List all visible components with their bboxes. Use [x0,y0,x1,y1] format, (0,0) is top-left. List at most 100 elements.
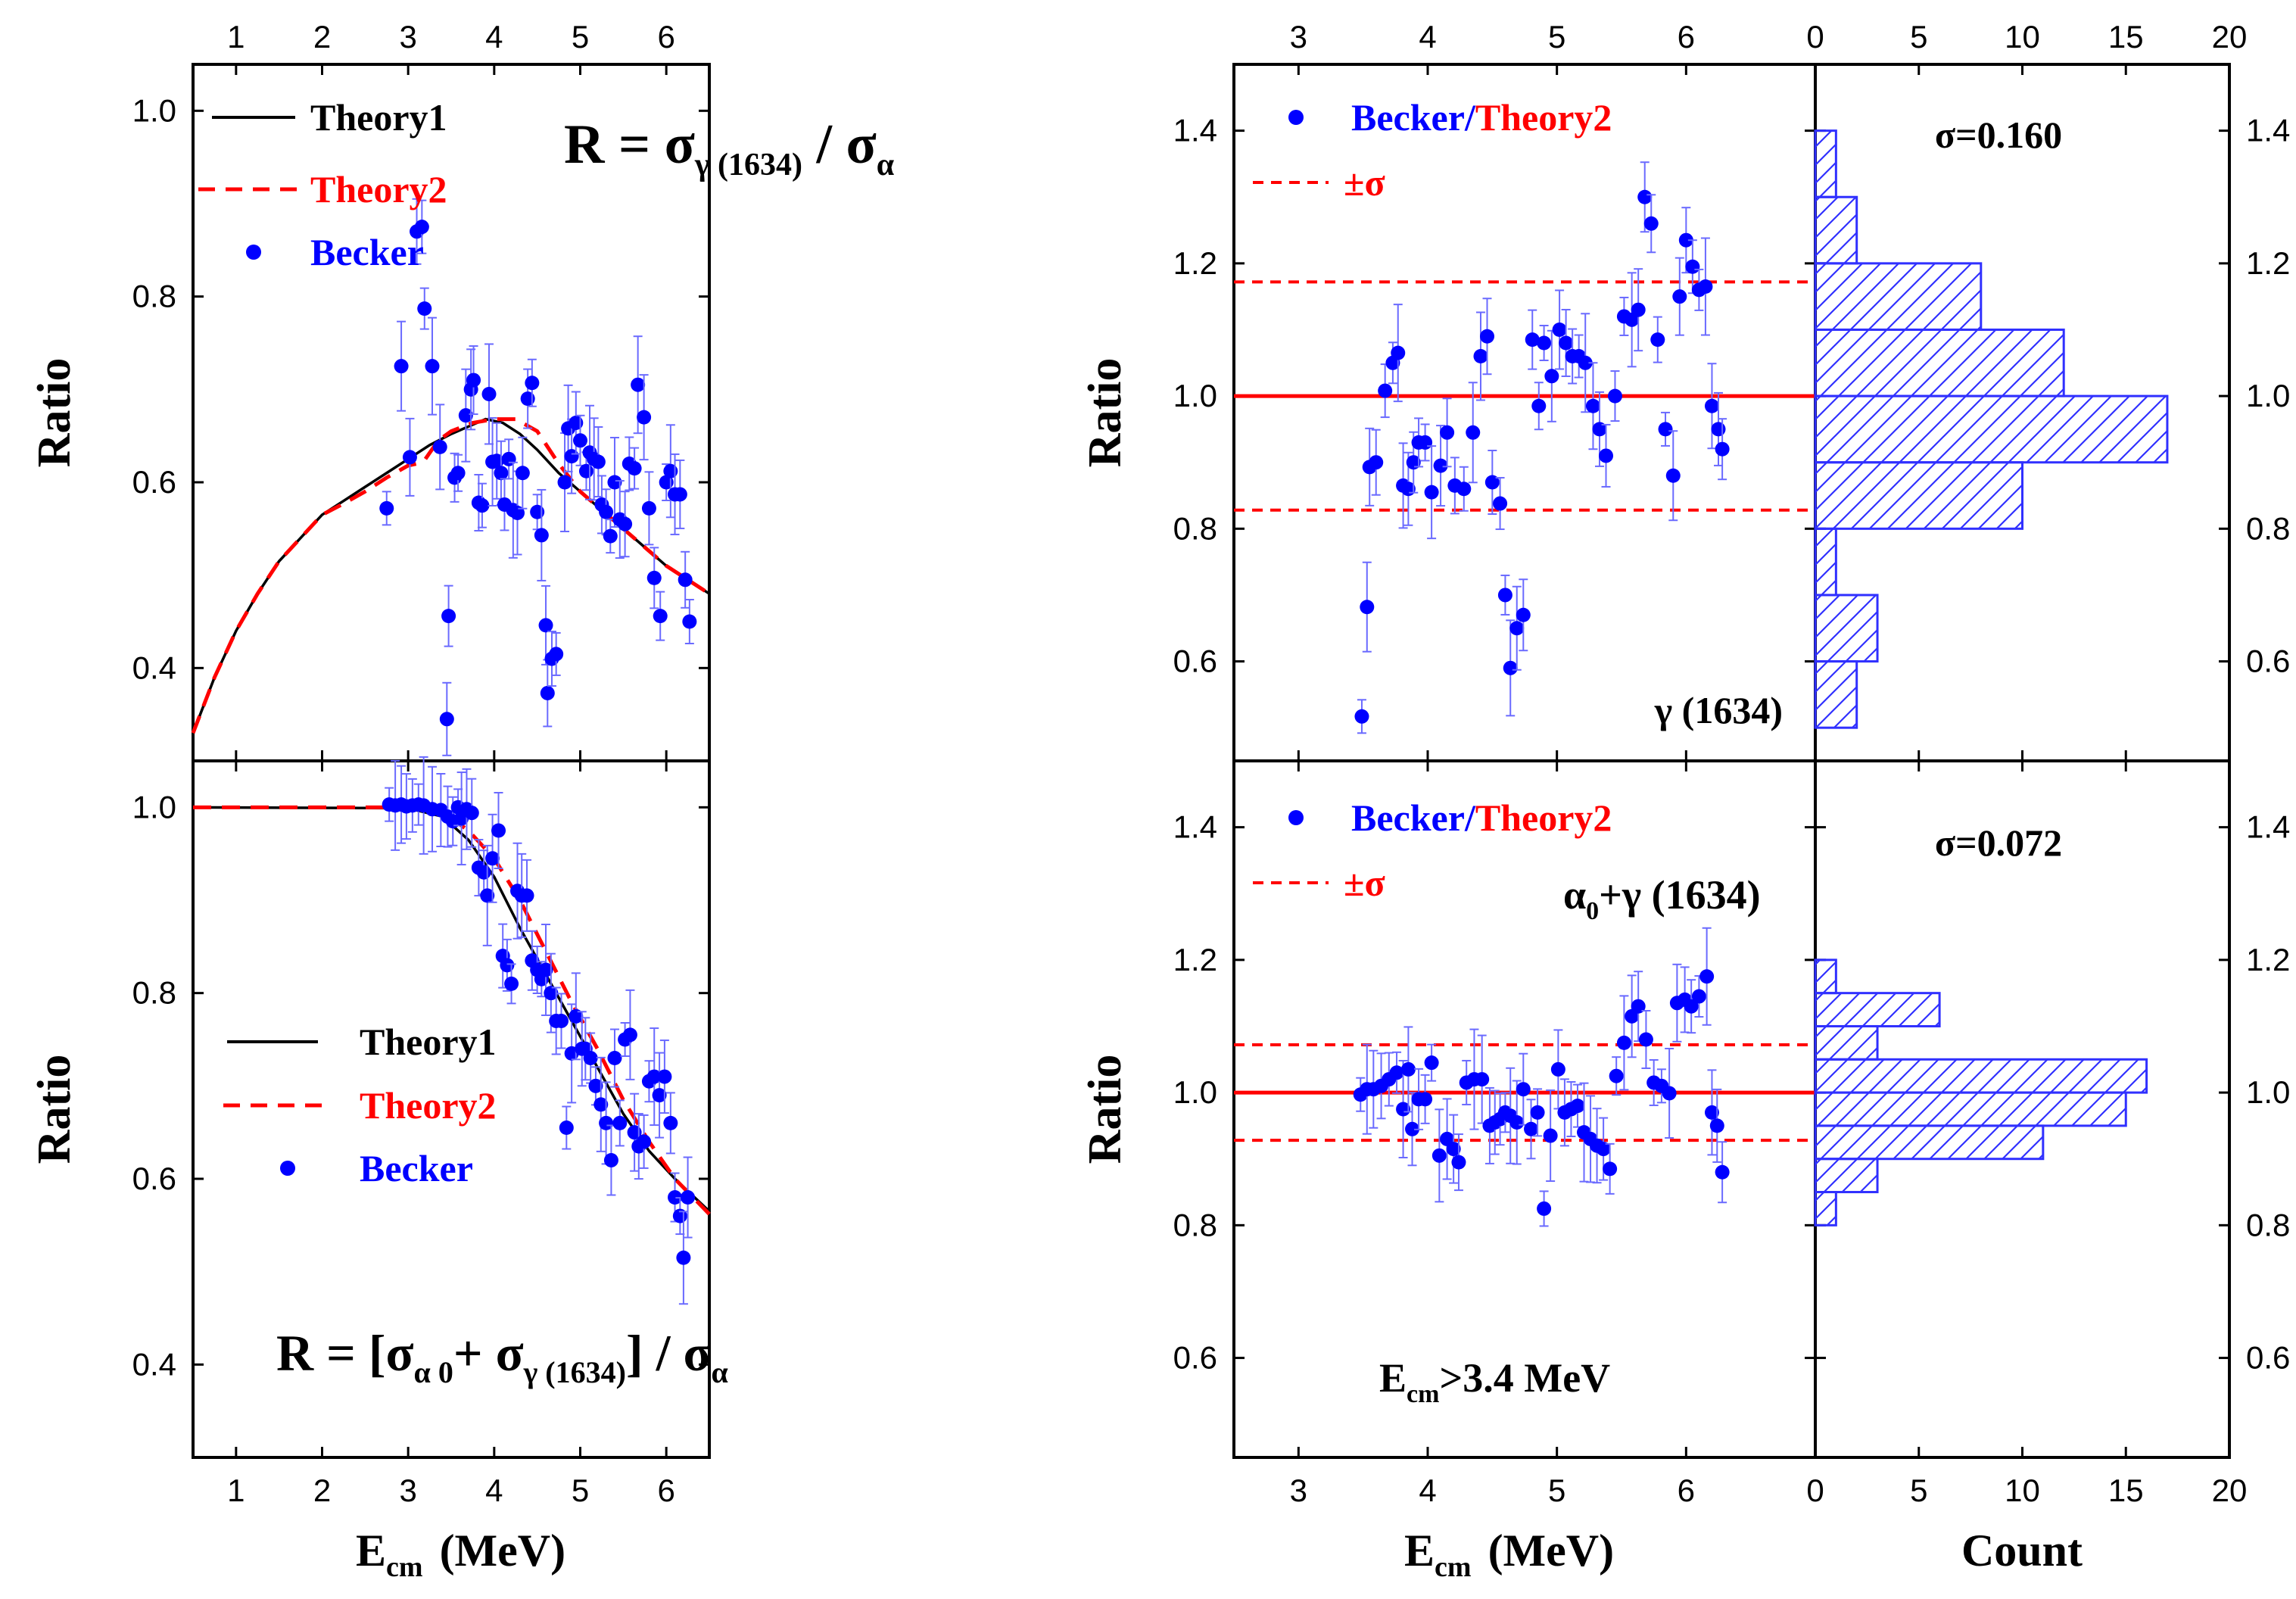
legend-b-becker: Becker [360,1147,473,1189]
data-point [1578,355,1593,370]
xlabel-left: Ecm (MeV) [356,1526,565,1583]
hist-bar [1814,1091,2127,1127]
y-tick-label: 0.6 [1173,1340,1217,1376]
data-point [417,301,432,316]
data-point [1592,422,1607,437]
data-point [1418,435,1433,450]
x-tick-label: 15 [2108,19,2144,55]
x-tick-label: 6 [657,1473,674,1508]
data-point [1525,332,1540,348]
y-tick-label: 0.8 [1173,1207,1217,1242]
data-point [538,618,553,633]
data-point [678,572,693,588]
y-tick-label: 0.8 [2246,1207,2290,1242]
xlabel-count: Count [1961,1526,2083,1576]
panel-a: 1 2 3 4 5 6 0.4 0.6 0.8 1.0 [132,19,711,761]
x-tick-label: 5 [1548,1473,1565,1508]
data-point [1516,1082,1531,1097]
x-tick-label: 3 [399,19,416,55]
data-point [553,1013,569,1028]
data-point [1704,1105,1719,1120]
x-tick-label: 4 [485,19,503,55]
data-point [1400,1061,1416,1077]
y-tick-label: 1.2 [1173,942,1217,977]
y-tick-label: 0.4 [132,1346,176,1382]
hist-bar [1814,1124,2045,1161]
data-point [1475,1072,1490,1087]
legend-d-sigma: ±σ [1344,862,1385,904]
data-point [425,359,440,374]
data-point [402,450,417,465]
panel-e: 0 5 10 15 20 0.6 0.8 1.0 1.2 1.4 [1806,19,2290,761]
theory2-curve [191,417,711,734]
x-tick-label: 10 [2005,1473,2040,1508]
data-point [1550,1061,1565,1077]
data-point [603,528,618,544]
data-point [1503,660,1518,675]
x-tick-label: 5 [572,19,589,55]
data-point [1537,335,1552,351]
data-point [618,516,633,531]
legend-a-becker: Becker [310,231,424,273]
data-point [1424,1055,1439,1071]
data-point [1509,621,1525,636]
data-point [599,504,614,519]
data-point [1424,485,1439,500]
data-point [668,1190,683,1205]
data-point [1570,1099,1585,1114]
data-point [1607,388,1622,404]
data-point [432,439,447,454]
data-point [1691,989,1706,1004]
data-point [1665,468,1681,483]
data-point [1493,496,1508,511]
frame-left-bottom [192,759,711,1459]
hist-bar [1814,328,2065,397]
data-point [1484,475,1500,490]
y-tick-label: 0.8 [2246,510,2290,546]
data-point [476,865,491,880]
hist-bar [1814,461,2023,530]
data-point [1658,422,1673,437]
panel-b: 1 2 3 4 5 6 0.4 0.6 0.8 1.0 [132,756,711,1508]
x-tick-label: 4 [1419,1473,1436,1508]
data-point [1451,1155,1466,1170]
legend-d-marker [1288,810,1304,825]
legend-c-sigma: ±σ [1344,161,1385,204]
data-point [1516,607,1531,622]
legend-d-text: Becker/Theory2 [1351,796,1612,839]
data-point [1480,329,1495,344]
panel-c: 3 4 5 6 0.6 0.8 1.0 1.2 1.4 [1173,19,1815,761]
data-point [641,500,656,516]
data-point [1709,1118,1724,1133]
data-point [569,1008,584,1024]
y-tick-label: 0.6 [2246,644,2290,679]
data-point [607,1051,622,1066]
data-point [1473,349,1488,364]
data-point [1585,398,1600,413]
y-tick-label: 1.4 [2246,113,2290,148]
data-point [466,372,481,388]
data-point [515,466,530,481]
y-tick-label: 0.8 [132,279,176,314]
x-tick-label: 1 [227,1473,245,1508]
frame-right-top [1232,63,1817,762]
x-tick-label: 2 [313,1473,331,1508]
data-point [1698,279,1713,295]
data-point [1637,189,1653,204]
y-tick-label: 1.4 [1173,113,1217,148]
data-point [657,1069,672,1084]
hist-bar [1814,1158,1879,1194]
hist-bar [1814,958,1837,995]
legend-b-marker-becker [280,1161,295,1176]
hist-bar [1814,992,1941,1027]
x-tick-label: 0 [1806,19,1824,55]
data-point [1431,1148,1447,1163]
data-point [485,851,500,866]
data-point [1466,425,1481,440]
data-point [663,1115,678,1130]
data-point [1354,709,1369,724]
data-point [676,1250,691,1265]
x-tick-label: 5 [572,1473,589,1508]
ylabel-b: Ratio [29,1055,80,1164]
legend-b-theory2: Theory2 [360,1084,497,1127]
